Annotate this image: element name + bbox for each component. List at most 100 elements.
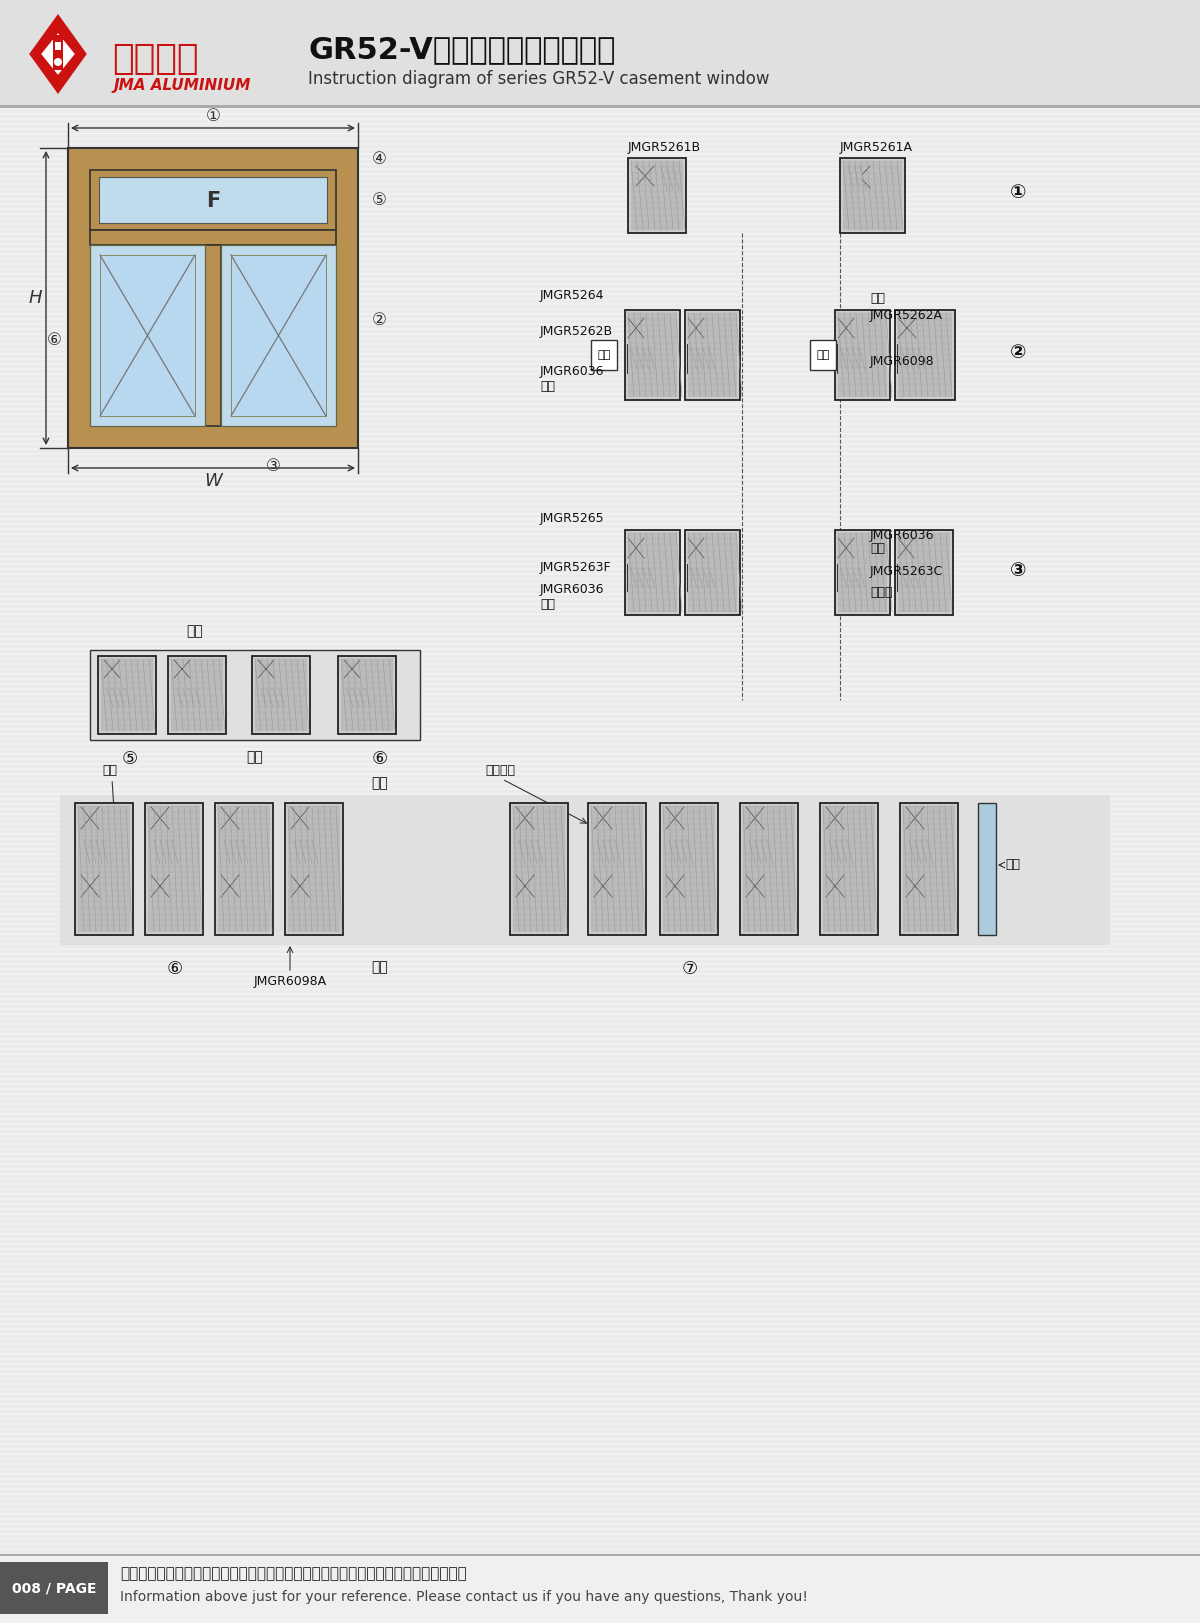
Text: 玻璃: 玻璃 [1006, 859, 1020, 872]
Bar [0, 80, 1200, 83]
Bar [0, 325, 1200, 328]
Bar [0, 1060, 1200, 1063]
Bar [516, 837, 546, 867]
Text: ②: ② [1010, 342, 1026, 362]
Bar [746, 875, 764, 898]
Bar [0, 975, 1200, 977]
Bar [0, 1475, 1200, 1477]
Bar [688, 346, 716, 373]
Bar [0, 1295, 1200, 1297]
Bar [0, 1620, 1200, 1623]
Bar [0, 1514, 1200, 1518]
Bar [592, 339, 617, 370]
Bar [0, 704, 1200, 708]
Bar [592, 807, 643, 932]
Bar [0, 1466, 1200, 1467]
Bar [0, 394, 1200, 398]
Bar [341, 659, 394, 730]
Bar [0, 36, 1200, 37]
Bar [0, 0, 1200, 109]
Bar [0, 1396, 1200, 1397]
Bar [0, 885, 1200, 888]
Bar [842, 161, 902, 230]
Text: 室外: 室外 [372, 959, 389, 974]
Bar [0, 1315, 1200, 1318]
Bar [0, 1560, 1200, 1563]
Bar [0, 1553, 1200, 1556]
Bar [0, 1600, 1200, 1602]
Text: JMGR6098A: JMGR6098A [253, 975, 326, 988]
Bar [0, 0, 1200, 3]
Bar [0, 790, 1200, 792]
Bar [0, 560, 1200, 563]
Bar [666, 875, 684, 898]
Text: JMGR6036: JMGR6036 [540, 584, 605, 597]
Bar [0, 1365, 1200, 1368]
Bar [0, 949, 1200, 953]
Bar [0, 601, 1200, 602]
Bar [0, 320, 1200, 323]
Bar [0, 1235, 1200, 1237]
Bar [658, 162, 680, 193]
Bar [100, 255, 194, 415]
Bar [0, 829, 1200, 833]
Bar [904, 807, 955, 932]
Bar [0, 19, 1200, 23]
Bar [0, 954, 1200, 958]
Bar [288, 807, 340, 932]
Text: 角码: 角码 [540, 597, 554, 610]
Bar [0, 1160, 1200, 1162]
Bar [0, 1553, 1200, 1623]
Bar [0, 1461, 1200, 1462]
Bar [0, 1195, 1200, 1198]
Bar [0, 1175, 1200, 1178]
Bar [0, 105, 1200, 109]
Bar [628, 313, 677, 398]
Text: 室外: 室外 [247, 750, 263, 764]
Bar [0, 1139, 1200, 1143]
Bar [0, 1425, 1200, 1428]
Bar [0, 1565, 1200, 1568]
Text: JMGR5262A: JMGR5262A [870, 308, 943, 321]
Bar [688, 532, 737, 612]
Text: ④: ④ [372, 149, 386, 169]
Bar [516, 807, 534, 829]
Bar [0, 10, 1200, 13]
Bar [0, 300, 1200, 302]
Bar [0, 670, 1200, 672]
Bar [0, 1120, 1200, 1123]
Bar [0, 1259, 1200, 1263]
Bar [0, 415, 1200, 417]
Text: ⑥: ⑥ [47, 331, 61, 349]
Bar [90, 649, 420, 740]
Text: 室外: 室外 [816, 351, 829, 360]
Bar [0, 834, 1200, 837]
Bar [90, 170, 336, 230]
Bar [0, 1435, 1200, 1438]
Bar [0, 1125, 1200, 1128]
Bar [740, 803, 798, 935]
Bar [628, 532, 677, 612]
Bar [0, 310, 1200, 313]
Bar [0, 355, 1200, 357]
Bar [0, 1449, 1200, 1453]
Bar [0, 591, 1200, 592]
Bar [0, 620, 1200, 623]
Bar [0, 570, 1200, 573]
Text: ⑦: ⑦ [682, 959, 698, 979]
Bar [0, 60, 1200, 63]
Bar [0, 265, 1200, 268]
Bar [0, 255, 1200, 258]
Bar [0, 1430, 1200, 1433]
Bar [910, 841, 934, 863]
Bar [0, 584, 1200, 588]
Bar [0, 1561, 108, 1613]
Text: W: W [204, 472, 222, 490]
Bar [625, 310, 680, 399]
Bar [344, 687, 370, 709]
Bar [588, 803, 646, 935]
Text: ⑥: ⑥ [372, 750, 388, 768]
Bar [840, 157, 905, 234]
Bar [82, 807, 98, 829]
Bar [0, 1151, 1200, 1152]
